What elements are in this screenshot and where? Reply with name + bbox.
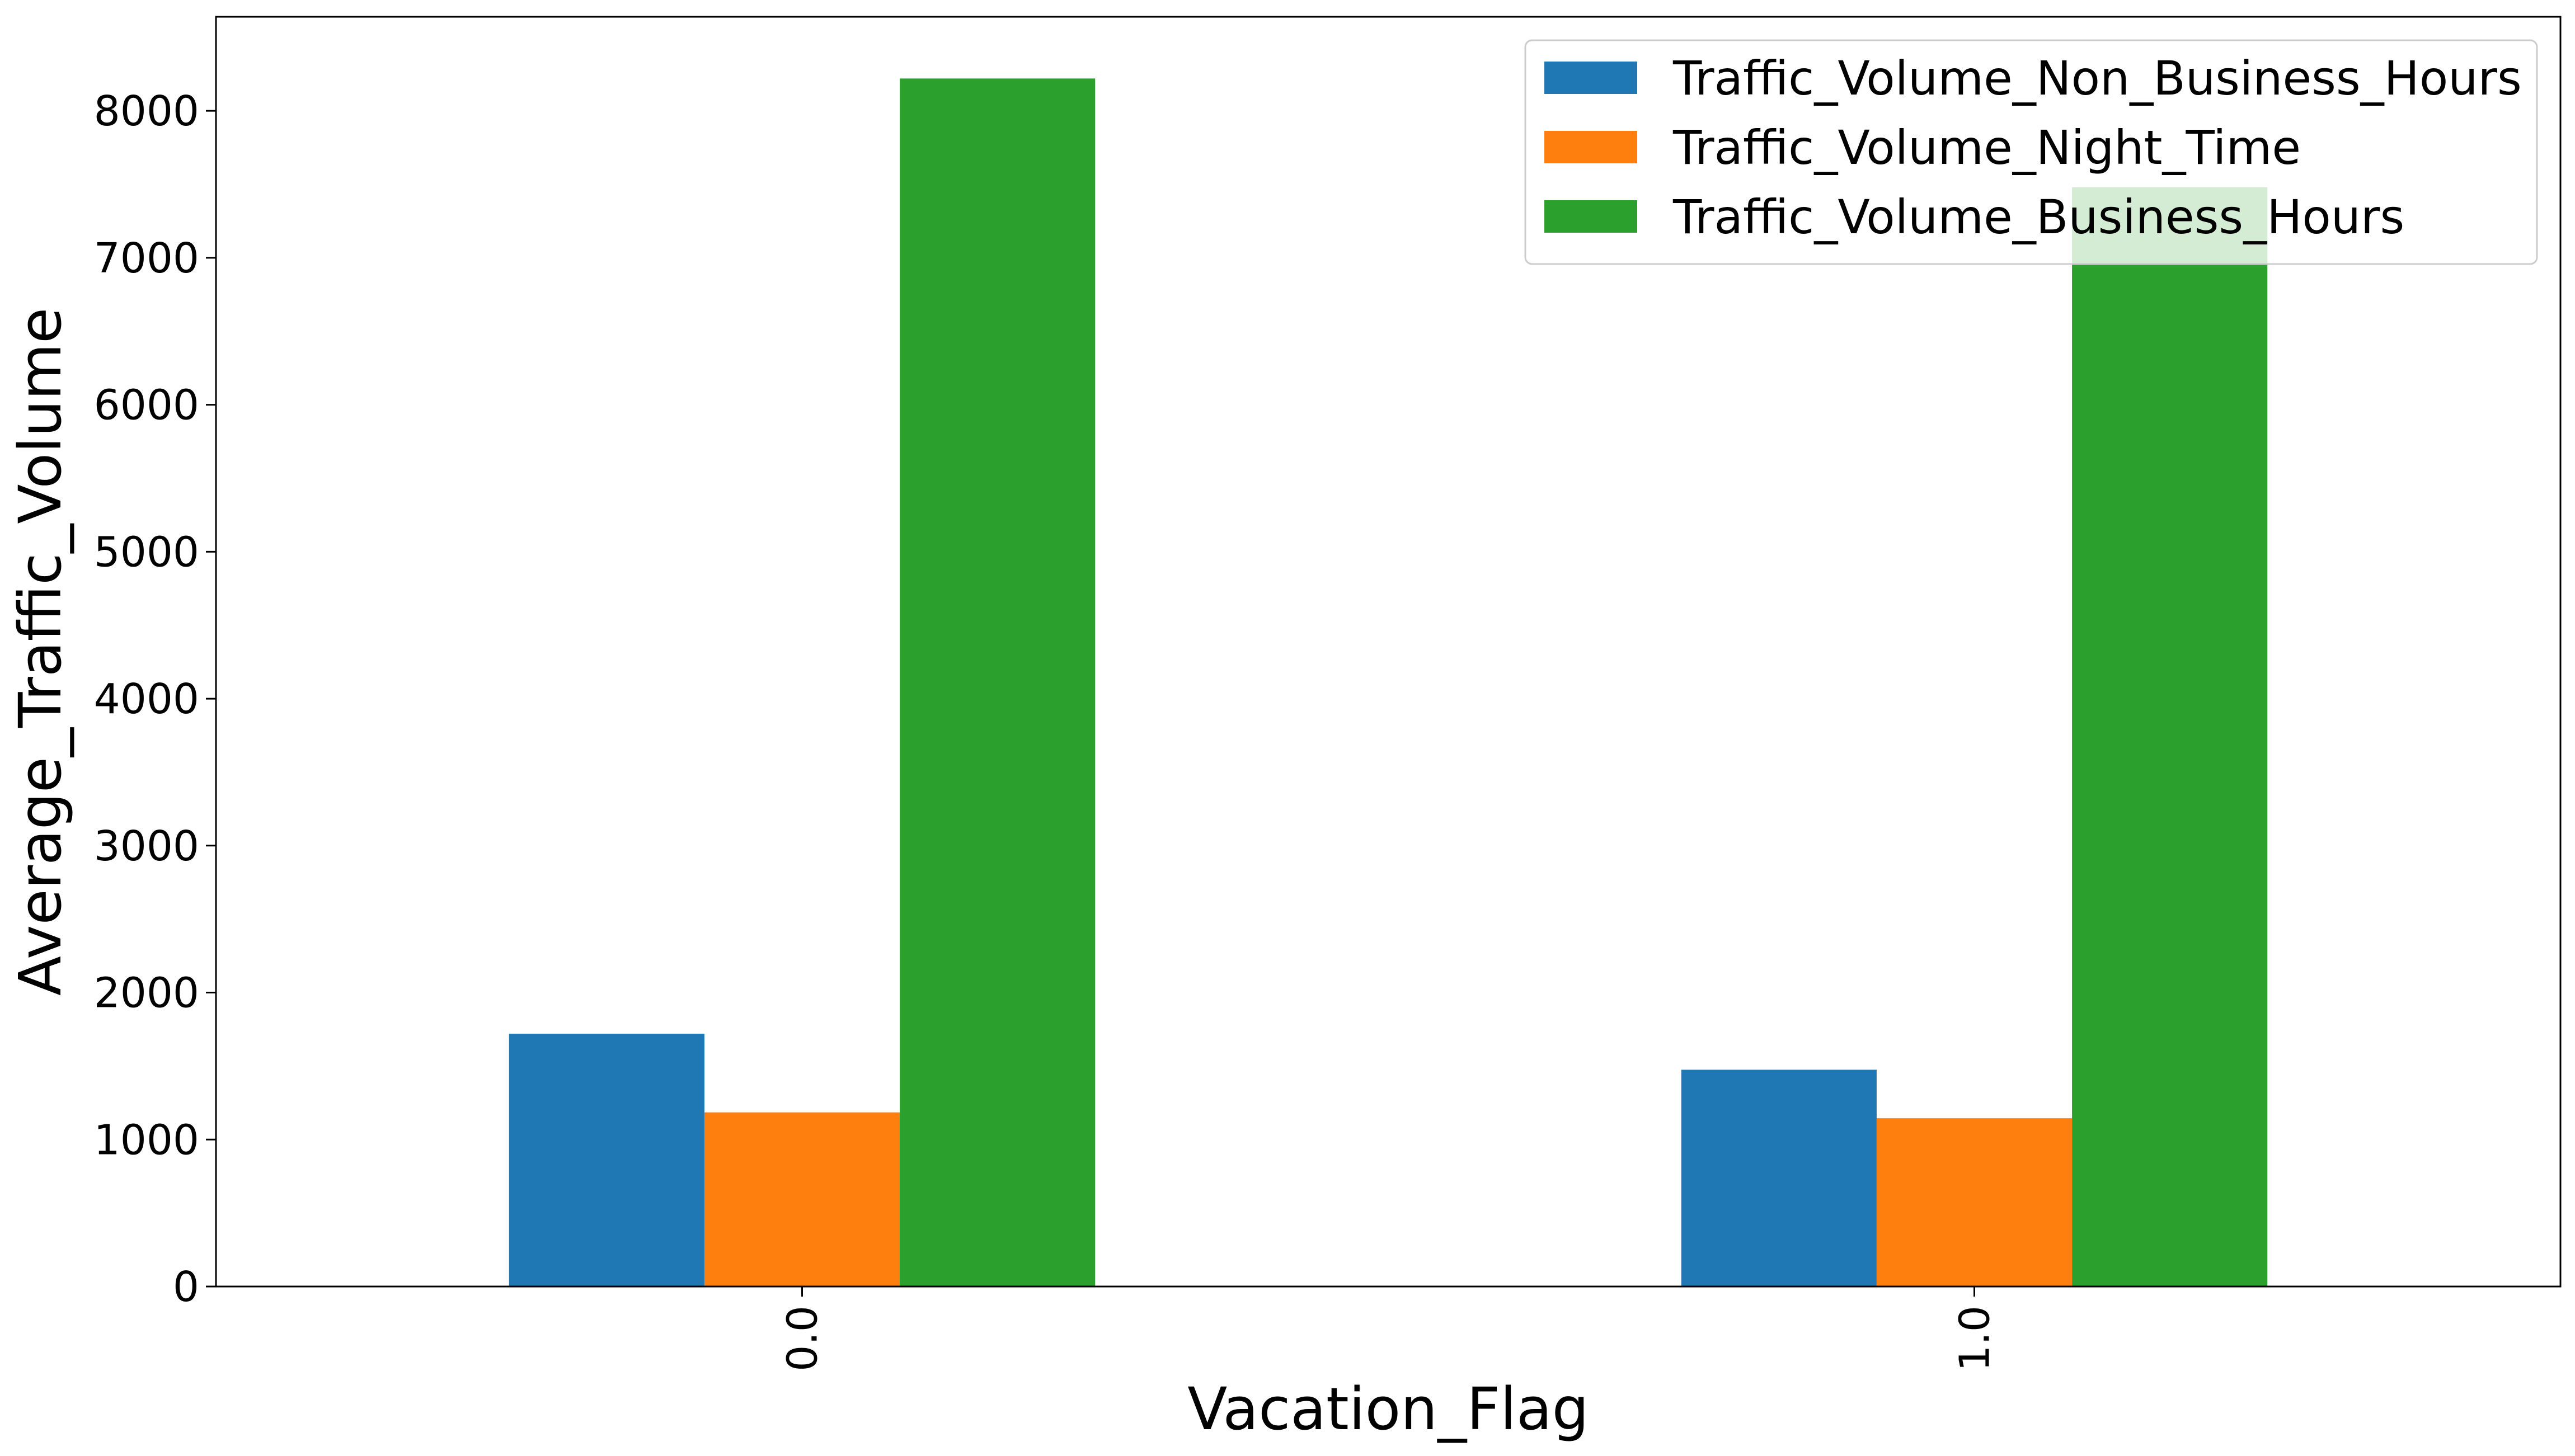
legend-swatch-2 bbox=[1544, 200, 1637, 233]
y-tick-label: 2000 bbox=[94, 969, 199, 1017]
legend-label-0: Traffic_Volume_Non_Business_Hours bbox=[1672, 51, 2522, 106]
bar-traffic-volume-night-time-0 bbox=[704, 1112, 900, 1287]
y-tick-label: 7000 bbox=[94, 234, 199, 282]
legend: Traffic_Volume_Non_Business_Hours Traffic… bbox=[1524, 39, 2538, 265]
y-tick-label: 5000 bbox=[94, 528, 199, 576]
y-tick-label: 8000 bbox=[94, 87, 199, 135]
legend-frame bbox=[1524, 39, 2538, 265]
bar-traffic-volume-night-time-1 bbox=[1876, 1118, 2073, 1287]
y-tick-label: 3000 bbox=[94, 822, 199, 870]
plot-frame bbox=[215, 16, 2562, 1288]
y-tick-label: 4000 bbox=[94, 675, 199, 723]
y-axis: 0 1000 2000 3000 4000 5000 6000 7000 8000 bbox=[94, 87, 216, 1311]
legend-label-1: Traffic_Volume_Night_Time bbox=[1672, 120, 2301, 175]
x-axis: 0.0 1.0 bbox=[779, 1287, 1999, 1372]
x-axis-title: Vacation_Flag bbox=[1187, 1375, 1589, 1443]
x-tick-label: 1.0 bbox=[1951, 1306, 1999, 1372]
x-tick-label: 0.0 bbox=[779, 1306, 827, 1372]
legend-label-2: Traffic_Volume_Business_Hours bbox=[1672, 190, 2404, 244]
legend-swatch-1 bbox=[1544, 131, 1637, 163]
bar-traffic-volume-non-business-hours-0 bbox=[509, 1034, 704, 1287]
y-tick-label: 1000 bbox=[94, 1116, 199, 1164]
y-tick-label: 6000 bbox=[94, 381, 199, 430]
y-tick-label: 0 bbox=[173, 1263, 199, 1311]
y-axis-title: Average_Traffic_Volume bbox=[6, 308, 74, 996]
legend-swatch-0 bbox=[1544, 62, 1637, 94]
bars-group bbox=[509, 78, 2268, 1287]
bar-traffic-volume-business-hours-0 bbox=[900, 78, 1096, 1287]
bar-traffic-volume-business-hours-1 bbox=[2072, 187, 2268, 1287]
bar-traffic-volume-non-business-hours-1 bbox=[1681, 1069, 1877, 1287]
